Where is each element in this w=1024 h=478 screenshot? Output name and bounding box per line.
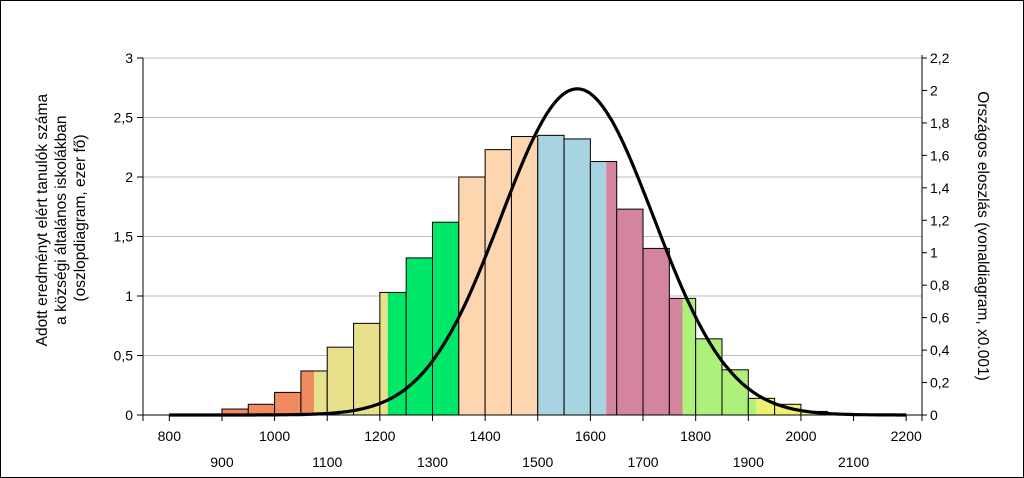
y2-tick-label-6: 1,2: [930, 212, 950, 228]
bar-1300: [431, 221, 460, 416]
x-tick-label-2100: 2100: [838, 454, 869, 470]
bar-1050-part-a: [300, 370, 315, 415]
gridlines: [143, 57, 922, 356]
bar-1800: [695, 338, 723, 416]
y-axis-label-line-3: (oszlopdiagram, ezer fő): [72, 134, 89, 301]
x-tick-label-1000: 1000: [259, 428, 290, 444]
bar-1600-part-a: [590, 161, 607, 415]
x-tick-label-1400: 1400: [470, 428, 501, 444]
y2-tick-label-8: 1,6: [930, 147, 950, 163]
bar-1750-part-b: [682, 298, 696, 415]
bar-1250: [405, 257, 433, 416]
secondary-y-axis-label: Országos eloszlás (vonaldiagram, x0.001): [974, 91, 991, 380]
y2-tick-label-0: 0: [930, 407, 938, 423]
x-tick-label-900: 900: [210, 454, 234, 470]
y2-tick-label-11: 2,2: [930, 50, 950, 66]
y2-tick-label-10: 2: [930, 82, 938, 98]
x-tick-label-1300: 1300: [417, 454, 448, 470]
y2-tick-label-9: 1,8: [930, 115, 950, 131]
y2-tick-label-5: 1: [930, 245, 938, 261]
x-tick-label-800: 800: [158, 428, 182, 444]
bar-1150: [353, 322, 381, 416]
x-tick-label-2200: 2200: [891, 428, 922, 444]
bar-1400: [484, 149, 512, 416]
y-tick-label-1: 0,5: [114, 348, 134, 364]
bar-1550: [563, 138, 591, 416]
y-axis-label-line-1: Adott eredményt elért tanulók száma: [34, 94, 51, 347]
y-axis-label-line-2: a községi általános iskolákban: [53, 115, 70, 324]
x-tick-label-2000: 2000: [785, 428, 816, 444]
bar-1050-part-b: [314, 370, 328, 415]
y-axis-label: Adott eredményt elért tanulók száma a kö…: [34, 90, 89, 347]
bar-1500: [537, 134, 565, 416]
x-tick-label-1700: 1700: [627, 454, 658, 470]
bar-1200-part-b: [387, 292, 407, 415]
y-tick-label-5: 2,5: [114, 110, 134, 126]
bar-1200-part-a: [379, 292, 388, 415]
y-tick-label-6: 3: [125, 50, 133, 66]
x-tick-label-1500: 1500: [522, 454, 553, 470]
y-tick-label-4: 2: [125, 169, 133, 185]
y2-tick-label-4: 0,8: [930, 277, 950, 293]
y-tick-label-0: 0: [125, 407, 133, 423]
y2-tick-label-1: 0,2: [930, 375, 950, 391]
bar-1700: [642, 247, 670, 416]
axes: [137, 55, 927, 421]
bar-1350: [458, 176, 486, 416]
x-tick-label-1800: 1800: [680, 428, 711, 444]
y2-tick-label-3: 0,6: [930, 310, 950, 326]
bar-1750-part-a: [669, 298, 683, 415]
y2-tick-label-7: 1,4: [930, 180, 950, 196]
bar-1000: [274, 391, 302, 416]
bar-1650: [616, 208, 644, 416]
bar-1900-part-a: [748, 398, 757, 415]
bar-1100: [326, 346, 355, 416]
x-tick-label-1200: 1200: [364, 428, 395, 444]
y-tick-label-2: 1: [125, 288, 133, 304]
x-tick-label-1600: 1600: [575, 428, 606, 444]
bar-1600-part-b: [606, 161, 617, 415]
x-tick-label-1100: 1100: [312, 454, 342, 470]
y2-tick-label-2: 0,4: [930, 342, 950, 358]
bars: [168, 134, 907, 416]
tick-labels: 0 0,5 1 1,5 2 2,5 3 0 0,2 0,4 0,6 0,8 1 1,2 1,4 1,6 1,8 2…: [114, 50, 950, 470]
y-tick-label-3: 1,5: [114, 229, 134, 245]
x-tick-label-1900: 1900: [733, 454, 764, 470]
